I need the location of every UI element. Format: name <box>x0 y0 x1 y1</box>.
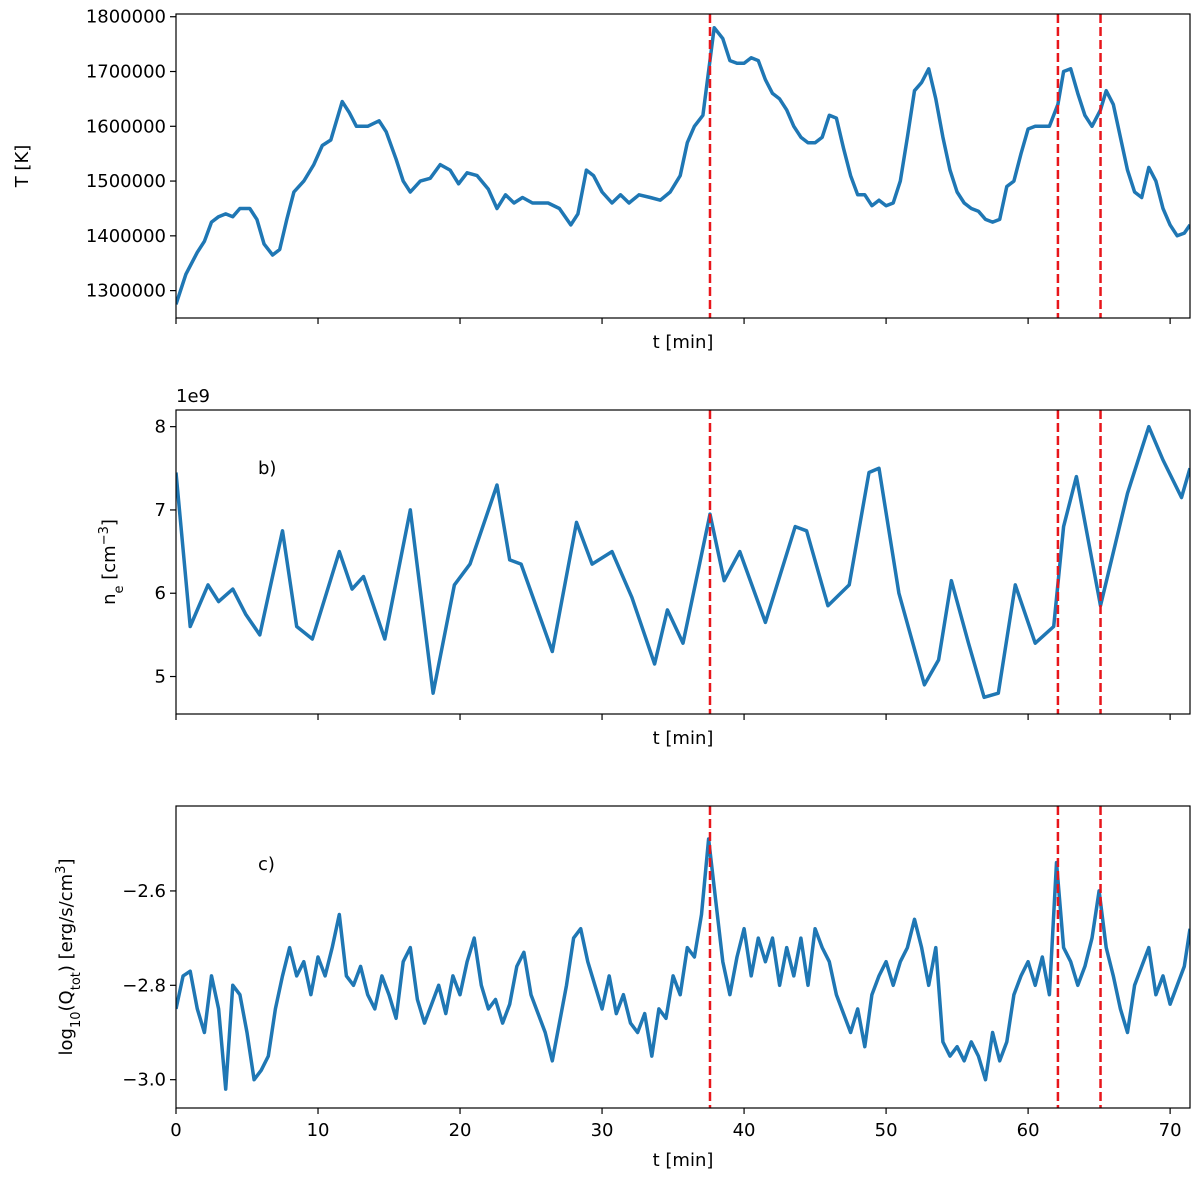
x-tick-label: 20 <box>449 1120 472 1141</box>
y-axis-label: T [K] <box>12 145 33 189</box>
y-axis-label-part: −3 <box>97 526 112 545</box>
y-tick-label: −3.0 <box>122 1070 166 1091</box>
y-tick-label: 1500000 <box>86 171 166 192</box>
y-tick-label: 1400000 <box>86 226 166 247</box>
y-axis-label: ne [cm−3] <box>97 519 127 605</box>
x-tick-label: 10 <box>307 1120 330 1141</box>
x-tick-label: 0 <box>170 1120 181 1141</box>
y-tick-label: −2.8 <box>122 975 166 996</box>
x-axis-label: t [min] <box>653 728 714 749</box>
y-tick-label: 5 <box>155 667 166 688</box>
y-axis-label-part: ] <box>99 519 120 526</box>
x-tick-label: 70 <box>1159 1120 1182 1141</box>
y-axis-label: log10(Qtot) [erg/s/cm3] <box>54 859 84 1056</box>
x-tick-label: 50 <box>875 1120 898 1141</box>
panel: −3.0−2.8−2.60 10 20 30 40 50 60 70t [min]log10(… <box>54 805 1191 1171</box>
y-axis-label-part: tot <box>69 972 84 990</box>
y-axis-label-part: ) [erg/s/cm <box>56 874 77 972</box>
y-axis-label-part: T [K] <box>12 145 33 189</box>
axes-frame <box>175 805 1191 1109</box>
y-tick-label: 8 <box>155 417 166 438</box>
y-axis-label-part: ] <box>56 859 77 866</box>
data-line <box>176 25 1190 305</box>
y-axis-label-part: n <box>99 593 120 604</box>
panel: 1300000 1400000 1500000 1600000 1700000 18000… <box>12 7 1191 353</box>
y-axis-label-part: log <box>56 1028 77 1055</box>
axes-frame <box>175 409 1191 715</box>
offset-text: 1e9 <box>176 386 210 407</box>
data-line <box>176 837 1190 1091</box>
panel-label: c) <box>258 854 275 875</box>
y-tick-label: 1800000 <box>86 7 166 28</box>
y-tick-label: −2.6 <box>122 881 166 902</box>
y-axis-label-part: (Q <box>56 990 77 1011</box>
x-tick-label: 60 <box>1017 1120 1040 1141</box>
panel: 5 6 7 8 t [min] ne [cm−3] 1e9 b) <box>97 386 1191 749</box>
y-axis-label-part: e <box>112 585 127 593</box>
y-tick-label: 7 <box>155 500 166 521</box>
x-axis-label: t [min] <box>653 332 714 353</box>
y-axis-label-part: 10 <box>69 1011 84 1028</box>
panel-label: b) <box>258 458 276 479</box>
x-tick-label: 40 <box>733 1120 756 1141</box>
x-axis-label: t [min] <box>653 1150 714 1171</box>
y-tick-label: 1600000 <box>86 116 166 137</box>
y-tick-label: 6 <box>155 583 166 604</box>
y-axis-label-part: [cm <box>99 545 120 585</box>
data-line <box>176 424 1190 700</box>
y-tick-label: 1700000 <box>86 62 166 83</box>
y-axis-label-part: 3 <box>54 866 69 874</box>
x-tick-label: 30 <box>591 1120 614 1141</box>
y-tick-label: 1300000 <box>86 281 166 302</box>
axes-frame <box>175 13 1191 319</box>
